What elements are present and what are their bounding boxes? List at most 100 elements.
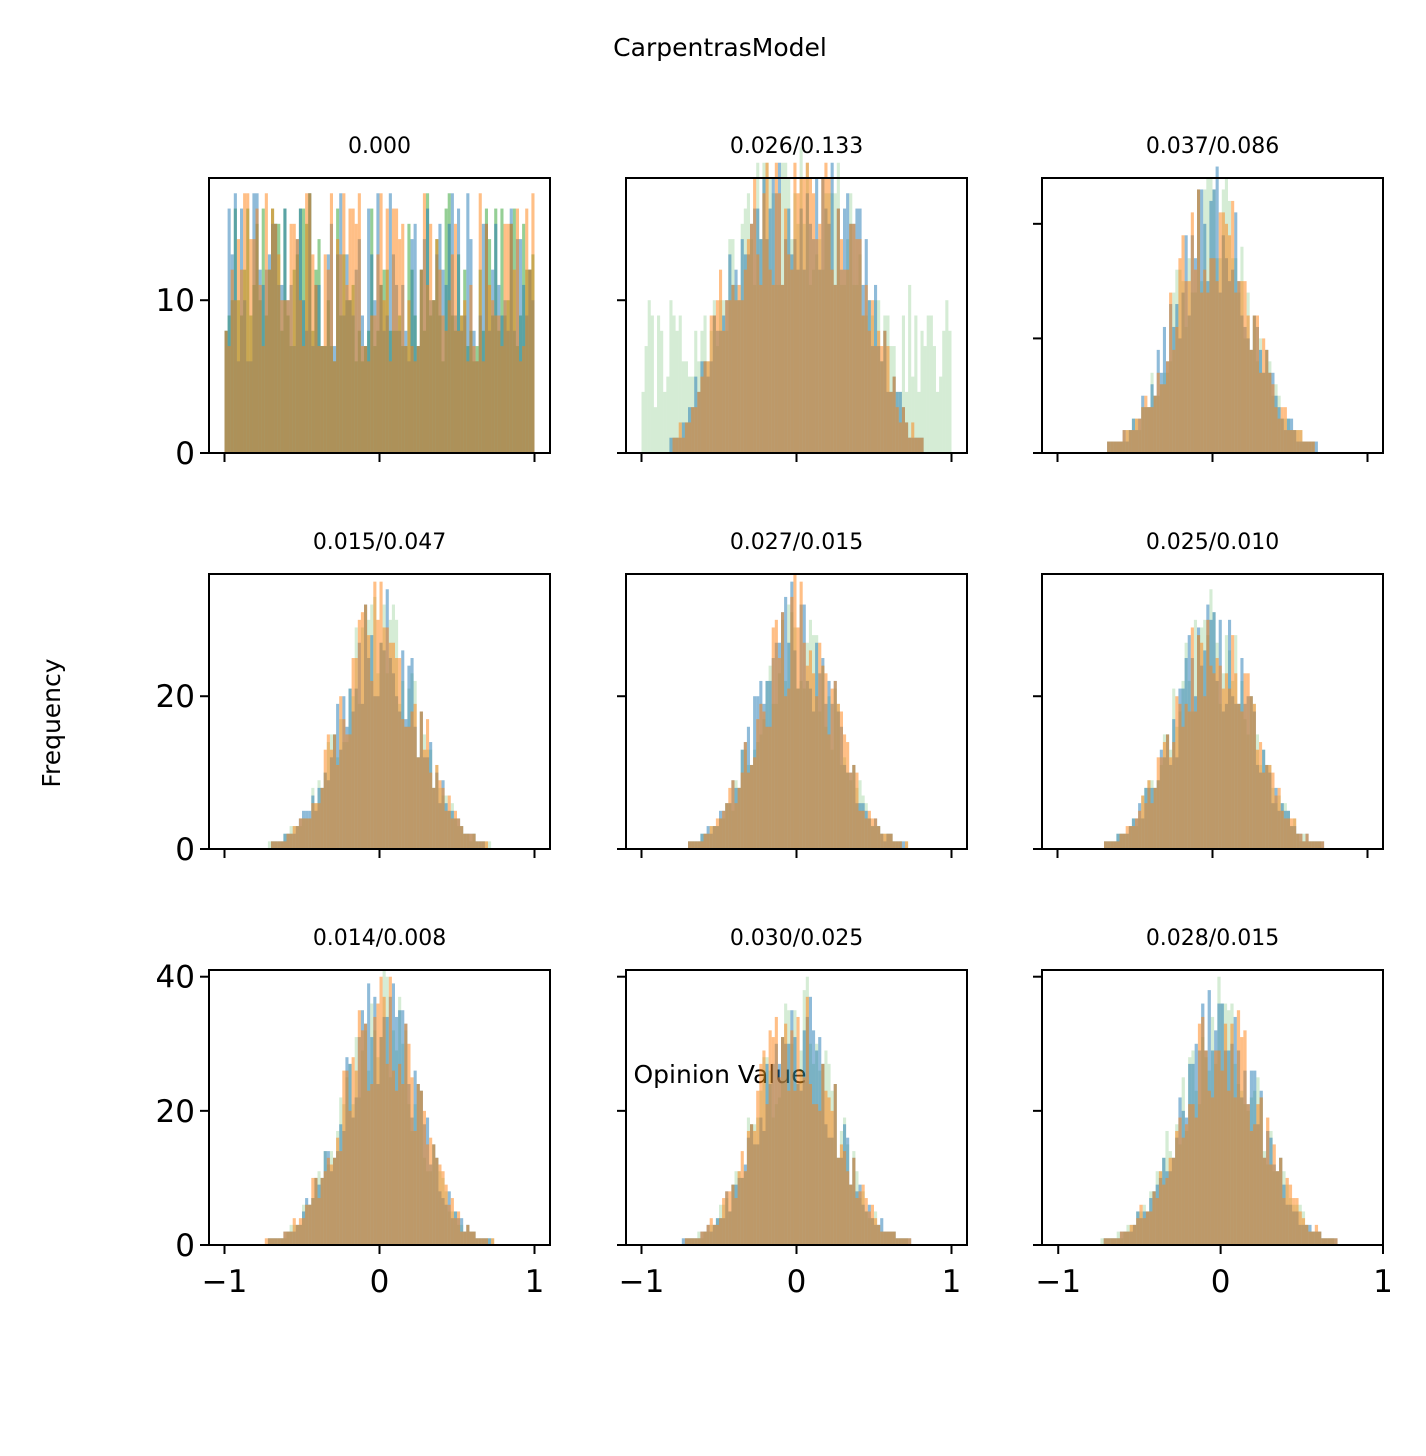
histogram-bar bbox=[1107, 841, 1111, 849]
histogram-bar bbox=[1227, 1090, 1231, 1245]
histogram-bar bbox=[1116, 1238, 1120, 1245]
histogram-bar bbox=[1131, 430, 1135, 453]
histogram-bar bbox=[345, 1070, 349, 1245]
histogram-bar bbox=[1299, 430, 1303, 453]
histogram-bar bbox=[370, 680, 374, 849]
histogram-bar bbox=[715, 818, 719, 849]
histogram-bar bbox=[258, 284, 262, 453]
histogram-bar bbox=[1142, 1218, 1146, 1245]
histogram-bar bbox=[821, 178, 825, 453]
histogram-bar bbox=[342, 719, 346, 849]
ytick-label: 0 bbox=[175, 832, 195, 868]
histogram-bar bbox=[808, 1084, 812, 1245]
histogram-bar bbox=[401, 223, 405, 453]
histogram-bar bbox=[1136, 1218, 1140, 1245]
histogram-bar bbox=[762, 711, 766, 849]
histogram-bar bbox=[660, 330, 664, 453]
histogram-bar bbox=[874, 346, 878, 453]
histogram-bar bbox=[1217, 1050, 1221, 1245]
histogram-bar bbox=[722, 330, 726, 453]
histogram-bar bbox=[419, 711, 423, 849]
histogram-bar bbox=[1262, 772, 1266, 849]
histogram-bar bbox=[1280, 810, 1284, 849]
histogram-bar bbox=[1178, 258, 1182, 453]
histogram-bar bbox=[336, 1137, 340, 1245]
histogram-bar bbox=[1253, 1124, 1257, 1245]
histogram-bar bbox=[354, 658, 358, 849]
histogram-bar bbox=[1184, 281, 1188, 454]
histogram-bar bbox=[481, 841, 485, 849]
histogram-bar bbox=[691, 1238, 695, 1245]
histogram-bar bbox=[688, 422, 692, 453]
histogram-bar bbox=[447, 300, 451, 453]
subplot-title: 0.037/0.086 bbox=[1146, 134, 1279, 159]
histogram-bar bbox=[413, 223, 417, 453]
histogram-bar bbox=[1200, 292, 1204, 453]
histogram-bar bbox=[1193, 269, 1197, 453]
histogram-bar bbox=[488, 1238, 492, 1245]
histogram-bar bbox=[292, 1218, 296, 1245]
histogram-bar bbox=[460, 1218, 464, 1245]
histogram-bar bbox=[812, 1104, 816, 1245]
histogram-bar bbox=[450, 254, 454, 453]
histogram-bar bbox=[1308, 441, 1312, 453]
histogram-bar bbox=[360, 1030, 364, 1245]
histogram-bar bbox=[926, 315, 930, 453]
histogram-bar bbox=[267, 269, 271, 453]
histogram-bar bbox=[385, 1063, 389, 1245]
histogram-bar bbox=[740, 1151, 744, 1245]
histogram-bar bbox=[339, 254, 343, 453]
histogram-bar bbox=[416, 346, 420, 453]
histogram-bar bbox=[1119, 833, 1123, 849]
histogram-bar bbox=[765, 162, 769, 453]
histogram-bar bbox=[1162, 742, 1166, 849]
histogram-bar bbox=[1166, 361, 1170, 453]
histogram-bar bbox=[846, 742, 850, 849]
histogram-bar bbox=[1265, 764, 1269, 849]
histogram-bar bbox=[1302, 441, 1306, 453]
histogram-bar bbox=[277, 254, 281, 453]
histogram-bar bbox=[833, 680, 837, 849]
series-orange bbox=[224, 193, 535, 453]
histogram-bar bbox=[1286, 818, 1290, 849]
histogram-bar bbox=[942, 330, 946, 453]
histogram-bar bbox=[672, 437, 676, 453]
histogram-bar bbox=[1246, 673, 1250, 849]
histogram-bar bbox=[864, 818, 868, 849]
histogram-bar bbox=[367, 635, 371, 849]
histogram-bar bbox=[373, 581, 377, 849]
histogram-bar bbox=[478, 841, 482, 849]
histogram-bar bbox=[466, 833, 470, 849]
histogram-bar bbox=[1135, 818, 1139, 849]
histogram-bar bbox=[678, 422, 682, 453]
histogram-bar bbox=[395, 1090, 399, 1245]
histogram-bar bbox=[846, 1171, 850, 1245]
histogram-bar bbox=[488, 284, 492, 453]
histogram-bar bbox=[354, 1070, 358, 1245]
histogram-bar bbox=[519, 239, 523, 453]
histogram-bar bbox=[855, 1198, 859, 1245]
histogram-bar bbox=[1311, 1231, 1315, 1245]
histogram-bar bbox=[905, 1238, 909, 1245]
histogram-bar bbox=[267, 841, 271, 849]
histogram-bar bbox=[849, 772, 853, 849]
histogram-bar bbox=[750, 223, 754, 453]
histogram-bar bbox=[345, 284, 349, 453]
series-orange bbox=[688, 574, 909, 849]
histogram-bar bbox=[712, 826, 716, 849]
histogram-bar bbox=[874, 1218, 878, 1245]
histogram-bar bbox=[416, 1084, 420, 1245]
histogram-bar bbox=[364, 1023, 368, 1245]
histogram-bar bbox=[1147, 407, 1151, 453]
histogram-bar bbox=[898, 841, 902, 849]
histogram-bar bbox=[784, 696, 788, 849]
histogram-bar bbox=[289, 1231, 293, 1245]
histogram-bar bbox=[1212, 673, 1216, 849]
histogram-bar bbox=[880, 1218, 884, 1245]
histogram-bar bbox=[404, 1023, 408, 1245]
histogram-bar bbox=[830, 269, 834, 453]
histogram-bar bbox=[697, 841, 701, 849]
histogram-bar bbox=[901, 407, 905, 453]
histogram-bar bbox=[920, 330, 924, 453]
histogram-bar bbox=[1162, 1184, 1166, 1245]
